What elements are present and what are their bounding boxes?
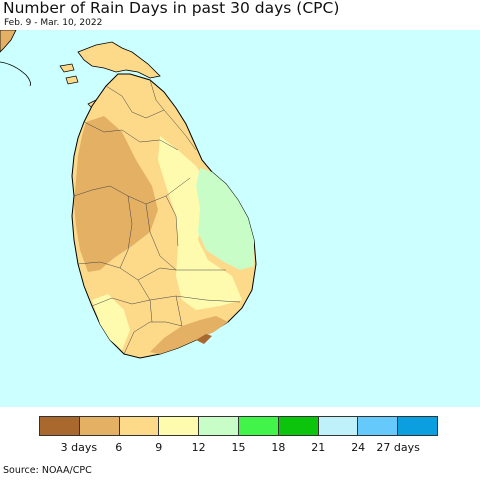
date-range: Feb. 9 - Mar. 10, 2022: [4, 18, 103, 28]
legend-tick-label: 18: [271, 441, 286, 454]
south-coast-zone: [150, 316, 228, 354]
legend-tick-label: 6: [115, 441, 123, 454]
india-landmass: [0, 30, 17, 53]
legend-tick-label: 9: [155, 441, 163, 454]
india-coast: [0, 61, 31, 87]
legend-swatch: [79, 417, 120, 435]
northern-island: [65, 75, 79, 85]
legend-swatch: [318, 417, 359, 435]
map-area: [0, 30, 480, 407]
legend-swatch: [40, 417, 80, 435]
legend-swatch: [238, 417, 279, 435]
legend-swatch: [398, 417, 437, 435]
legend-swatch: [358, 417, 399, 435]
jaffna-region: [77, 41, 161, 79]
south-coast-driest: [196, 334, 212, 344]
map-title: Number of Rain Days in past 30 days (CPC…: [3, 0, 340, 17]
northern-island: [59, 63, 75, 73]
east-coast-zone: [196, 168, 254, 270]
sri-lanka-map: [0, 30, 257, 359]
southwest-zone: [92, 294, 130, 350]
legend-tick-label: 15: [231, 441, 246, 454]
legend-tick-label: 12: [191, 441, 206, 454]
legend-tick-label: 3 days: [60, 441, 98, 454]
legend-swatch: [119, 417, 160, 435]
legend-tick-label: 24: [351, 441, 366, 454]
western-dry-zone: [74, 116, 158, 272]
legend-tick-label: 27 days: [376, 441, 420, 454]
legend-color-bar: [39, 416, 438, 436]
legend-swatch: [159, 417, 200, 435]
source-credit: Source: NOAA/CPC: [3, 465, 92, 476]
legend-tick-label: 21: [311, 441, 326, 454]
legend-swatch: [278, 417, 319, 435]
legend-swatch: [199, 417, 239, 435]
